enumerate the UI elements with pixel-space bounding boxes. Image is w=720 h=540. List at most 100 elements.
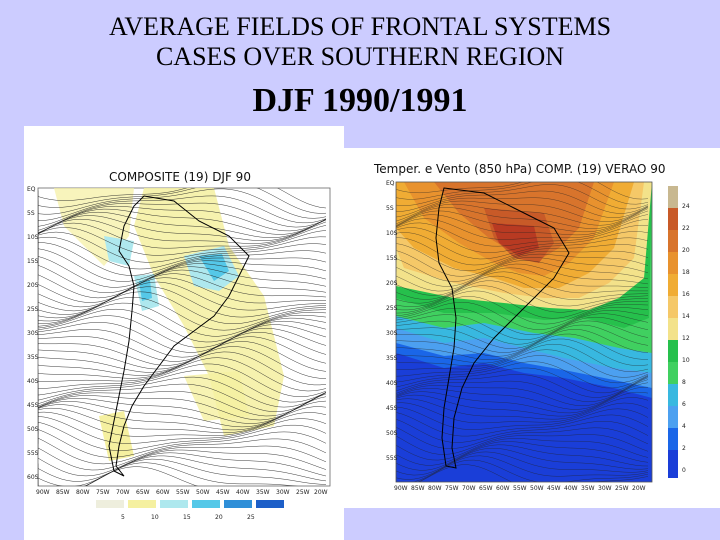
streamline [38, 437, 327, 465]
streamline [396, 218, 649, 240]
lon-label: 30W [276, 489, 290, 496]
streamline [396, 374, 649, 398]
colorbar-swatch [256, 500, 284, 508]
streamline [38, 256, 327, 288]
lat-label: 55S [386, 455, 398, 462]
colorbar-swatch [668, 428, 678, 450]
streamline [396, 184, 649, 210]
colorbar-swatch [668, 450, 678, 478]
streamline [38, 363, 327, 397]
colorbar-label: 0 [682, 467, 686, 474]
colorbar-swatch [668, 208, 678, 230]
streamline [396, 406, 649, 430]
streamline [38, 248, 327, 282]
streamline [396, 455, 649, 482]
streamline [38, 231, 327, 263]
colorbar-swatch [668, 186, 678, 208]
streamline [38, 202, 327, 228]
colorbar-label: 24 [682, 203, 690, 210]
lat-label: 40S [27, 378, 39, 385]
streamline [38, 392, 327, 421]
lon-label: 20W [632, 485, 646, 492]
streamline [38, 429, 327, 458]
streamline [396, 250, 649, 277]
lat-label: 25S [386, 305, 398, 312]
lat-label: 5S [386, 205, 394, 212]
lon-label: 40W [564, 485, 578, 492]
streamline [396, 320, 649, 349]
streamline [396, 182, 649, 200]
lat-label: 25S [27, 306, 39, 313]
streamline [396, 367, 649, 393]
streamline [38, 222, 327, 249]
lat-label: 60S [27, 474, 39, 481]
colorbar-label: 5 [121, 514, 125, 521]
streamline [396, 275, 649, 304]
lon-label: 85W [411, 485, 425, 492]
lon-label: 90W [394, 485, 408, 492]
lon-label: 70W [462, 485, 476, 492]
lon-label: 75W [445, 485, 459, 492]
streamline [38, 346, 327, 379]
streamline [396, 243, 649, 272]
streamline [38, 466, 198, 486]
streamline [396, 227, 649, 253]
streamline [38, 393, 327, 424]
streamline [396, 301, 649, 330]
lat-label: 45S [27, 402, 39, 409]
streamline [38, 445, 327, 471]
streamline [396, 237, 649, 266]
colorbar-swatch [668, 274, 678, 296]
streamline [396, 441, 649, 466]
streamline [396, 308, 649, 336]
streamline [396, 207, 649, 229]
streamline [396, 260, 649, 287]
lon-label: 55W [513, 485, 527, 492]
streamline [396, 267, 649, 296]
streamline [396, 379, 649, 407]
colorbar-label: 20 [215, 514, 223, 521]
streamline [396, 280, 649, 307]
streamline [38, 308, 327, 343]
streamline [396, 197, 649, 218]
lon-label: 50W [530, 485, 544, 492]
lon-label: 90W [36, 489, 50, 496]
streamline [396, 316, 649, 345]
lon-label: 65W [136, 489, 150, 496]
temperature-wind-map-title: Temper. e Vento (850 hPa) COMP. (19) VER… [374, 162, 666, 176]
streamline [38, 455, 327, 486]
streamline [38, 273, 327, 308]
lon-label: 60W [156, 489, 170, 496]
colorbar-label: 20 [682, 247, 690, 254]
lat-label: 5S [27, 210, 35, 217]
lon-label: 60W [496, 485, 510, 492]
streamline [396, 190, 649, 214]
streamline [38, 406, 327, 434]
colorbar-swatch [668, 362, 678, 384]
streamline [396, 324, 649, 353]
streamline [396, 343, 649, 372]
lat-label: EQ [27, 186, 36, 193]
streamline [38, 320, 327, 353]
lat-label: EQ [386, 180, 395, 187]
colorbar-label: 15 [183, 514, 191, 521]
streamline [396, 391, 649, 417]
streamline [396, 382, 649, 410]
streamline [396, 459, 649, 482]
streamline [396, 182, 649, 205]
lat-label: 35S [386, 355, 398, 362]
streamline [38, 263, 327, 293]
lat-label: 10S [27, 234, 39, 241]
streamline [396, 387, 649, 414]
temperature-wind-map-graphic [395, 181, 653, 483]
lat-label: 20S [27, 282, 39, 289]
colorbar-label: 6 [682, 401, 686, 408]
colorbar-label: 22 [682, 225, 690, 232]
streamline [38, 351, 327, 386]
streamline [396, 290, 649, 319]
streamline [38, 215, 327, 241]
colorbar-swatch [160, 500, 188, 508]
streamline [396, 426, 649, 449]
streamline [396, 271, 648, 300]
lat-label: 15S [27, 258, 39, 265]
